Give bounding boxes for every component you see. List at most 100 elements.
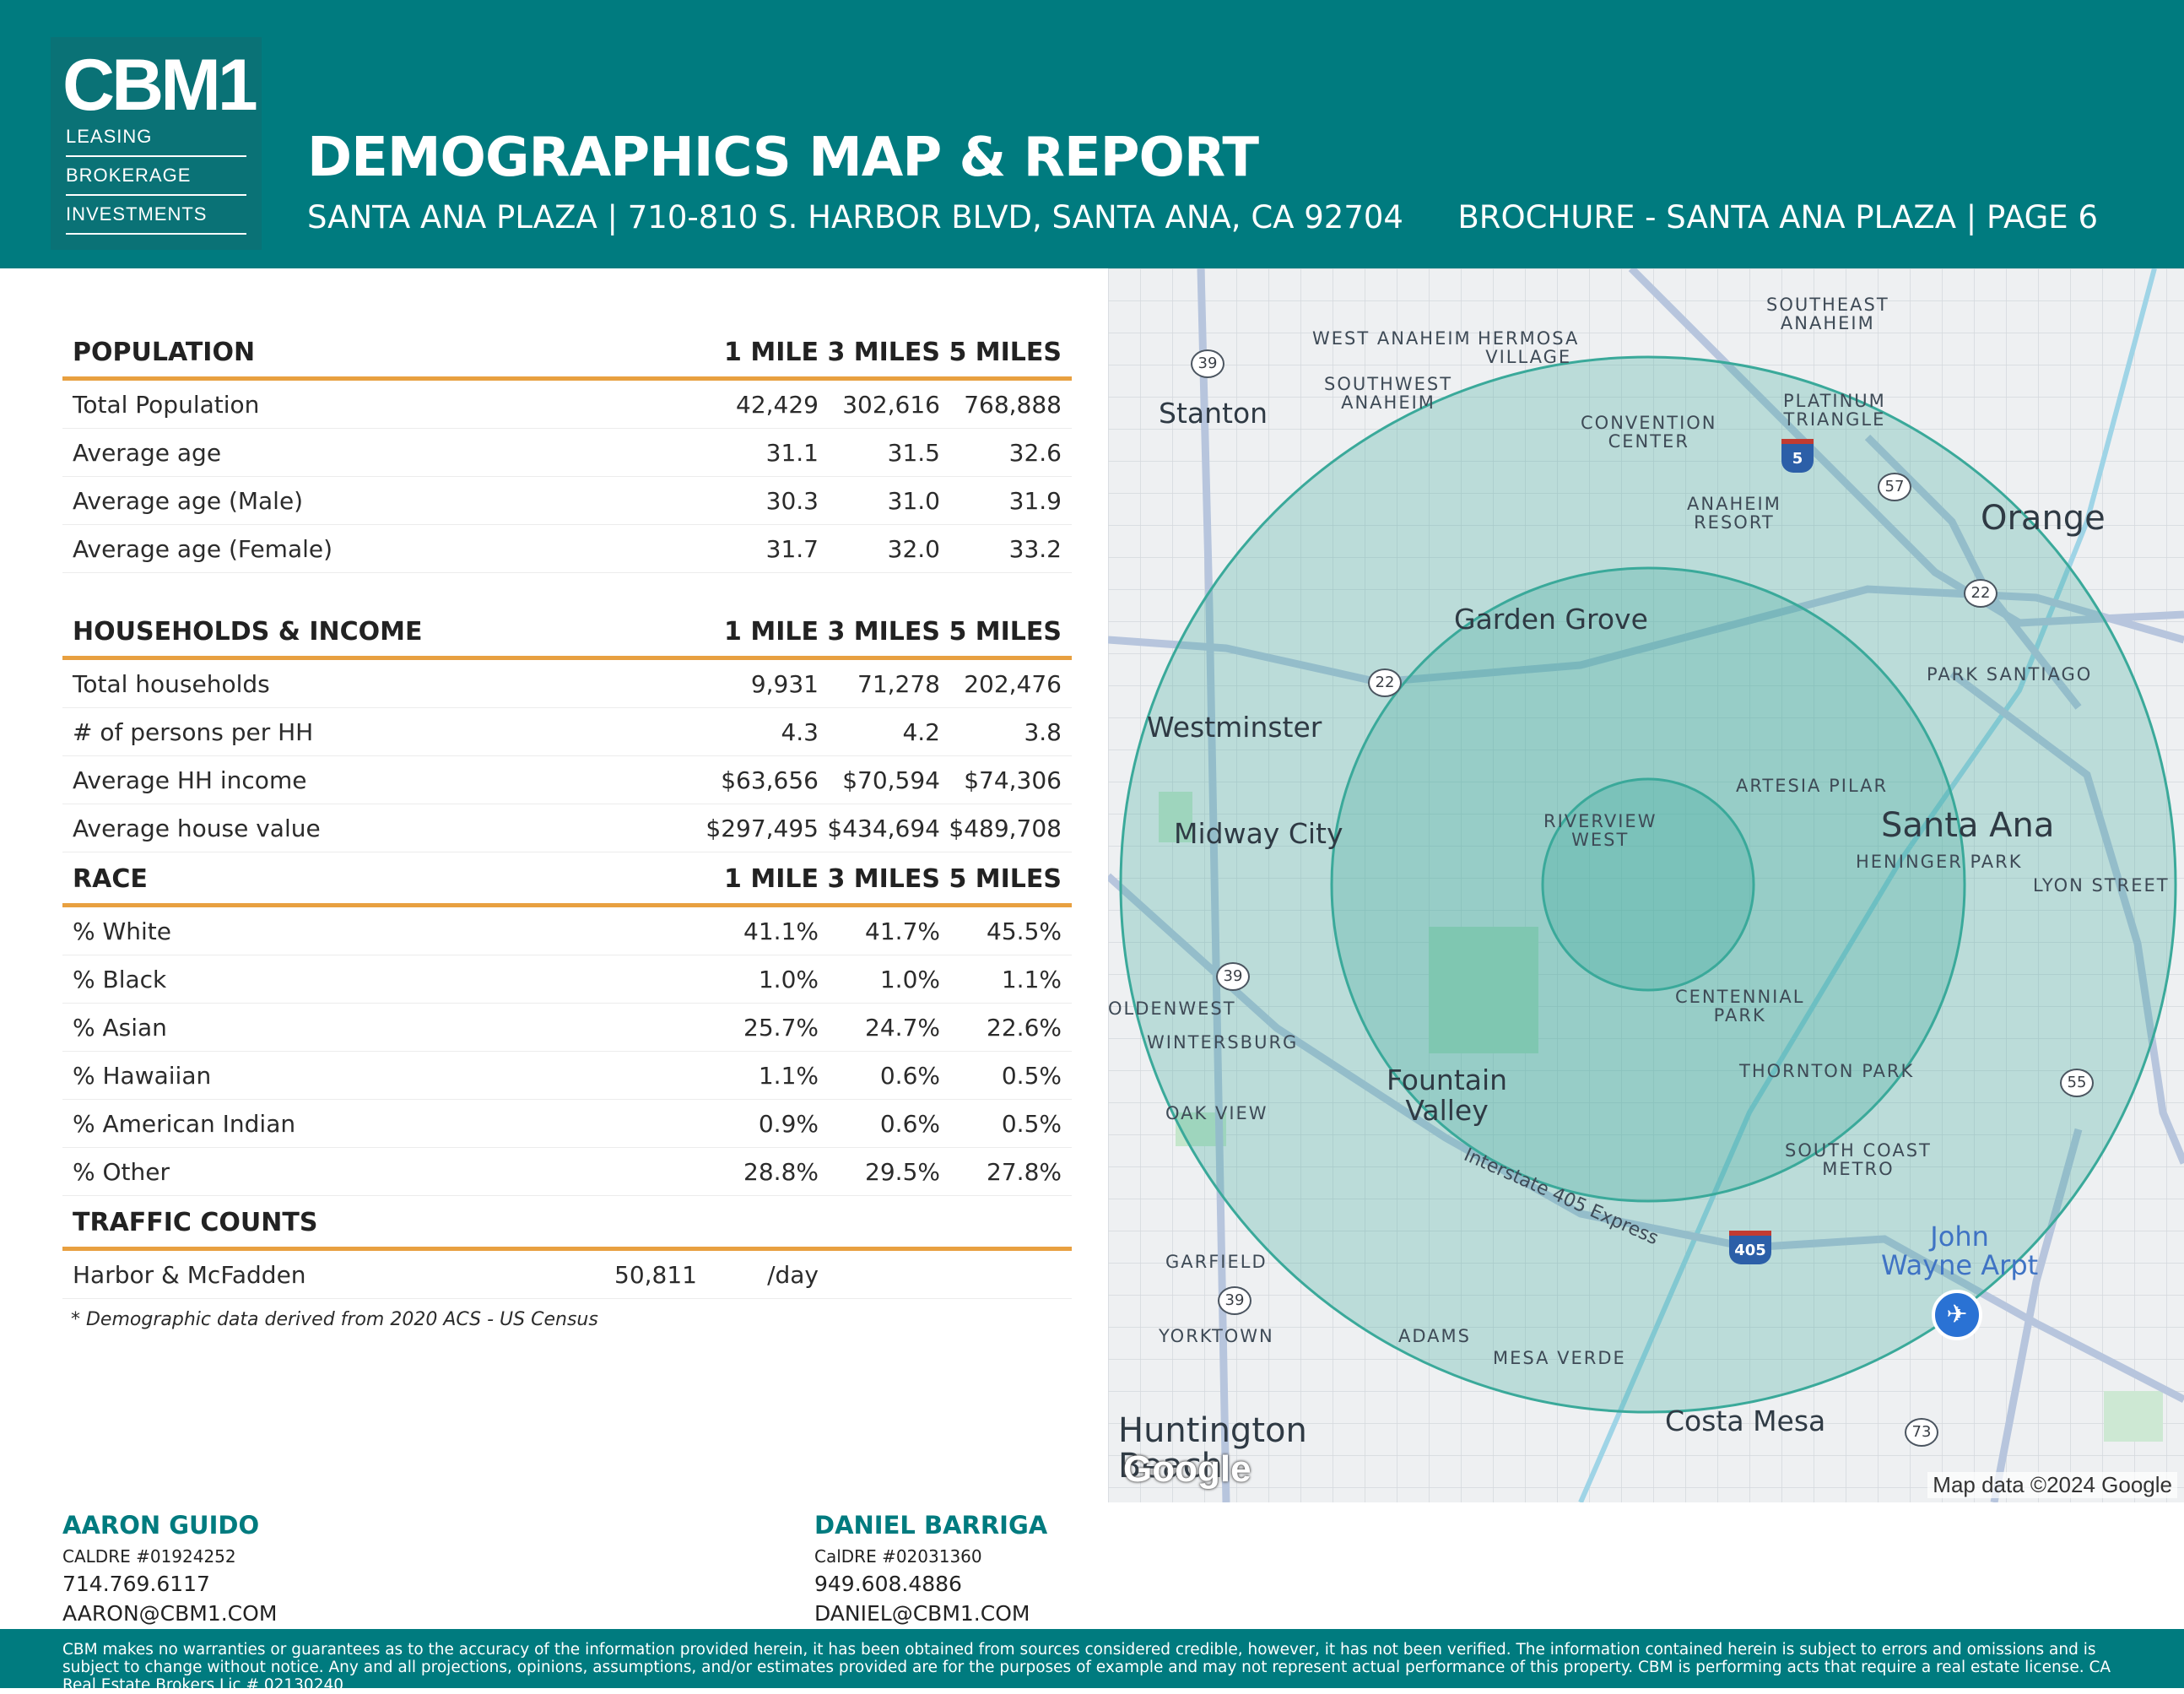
ring-1-mile bbox=[1541, 777, 1755, 992]
table-row: Average age (Female) 31.7 32.0 33.2 bbox=[62, 525, 1072, 573]
traffic-count: 50,811 bbox=[614, 1261, 697, 1289]
logo-item-investments: INVESTMENTS bbox=[66, 196, 246, 235]
contact-phone[interactable]: 949.608.4886 bbox=[814, 1572, 962, 1596]
demographics-map[interactable]: WEST ANAHEIM HERMOSA VILLAGE SOUTHEAST A… bbox=[1108, 268, 2184, 1502]
cell-3-miles: 41.7% bbox=[865, 917, 940, 945]
table-row: Total Population 42,429 302,616 768,888 bbox=[62, 381, 1072, 429]
area-label: OLDENWEST bbox=[1108, 999, 1236, 1019]
city-label: Westminster bbox=[1147, 711, 1322, 744]
cell-1-mile: 1.1% bbox=[758, 1062, 819, 1090]
cell-1-mile: $297,495 bbox=[705, 815, 819, 842]
cbm1-logo: CBM1 LEASING BROKERAGE INVESTMENTS bbox=[51, 37, 262, 250]
area-label: WINTERSBURG bbox=[1147, 1032, 1299, 1053]
contact-email[interactable]: AARON@CBM1.COM bbox=[62, 1601, 278, 1626]
col-3-miles: 3 MILES bbox=[827, 864, 940, 894]
demographics-tables: POPULATION 1 MILE 3 MILES 5 MILES Total … bbox=[62, 319, 1072, 1330]
row-label: Total Population bbox=[73, 391, 260, 419]
row-label: Average age (Female) bbox=[73, 535, 333, 563]
map-canvas bbox=[1108, 268, 2184, 1502]
area-label: SOUTHEAST ANAHEIM bbox=[1766, 295, 1889, 333]
contact-email[interactable]: DANIEL@CBM1.COM bbox=[814, 1601, 1030, 1626]
city-label: Garden Grove bbox=[1454, 603, 1648, 636]
google-logo: Google bbox=[1123, 1448, 1251, 1490]
contact-phone[interactable]: 714.769.6117 bbox=[62, 1572, 210, 1596]
cell-3-miles: 0.6% bbox=[879, 1062, 940, 1090]
property-address: SANTA ANA PLAZA | 710-810 S. HARBOR BLVD… bbox=[307, 199, 1403, 235]
row-label: Harbor & McFadden bbox=[73, 1261, 306, 1289]
table-row: # of persons per HH 4.3 4.2 3.8 bbox=[62, 708, 1072, 756]
row-label: % Hawaiian bbox=[73, 1062, 212, 1090]
col-5-miles: 5 MILES bbox=[949, 864, 1062, 894]
cell-5-miles: 27.8% bbox=[987, 1158, 1062, 1186]
table-row: Average age 31.1 31.5 32.6 bbox=[62, 429, 1072, 477]
table-row: Average HH income $63,656 $70,594 $74,306 bbox=[62, 756, 1072, 804]
row-label: % American Indian bbox=[73, 1110, 296, 1138]
route-shield: 39 bbox=[1216, 962, 1250, 991]
cell-3-miles: $70,594 bbox=[842, 766, 940, 794]
cell-3-miles: 1.0% bbox=[879, 966, 940, 993]
row-label: # of persons per HH bbox=[73, 718, 314, 746]
table-row: % Other 28.8% 29.5% 27.8% bbox=[62, 1148, 1072, 1196]
page-title: DEMOGRAPHICS MAP & REPORT bbox=[307, 127, 1259, 189]
city-label: Costa Mesa bbox=[1665, 1404, 1826, 1437]
section-heading: HOUSEHOLDS & INCOME bbox=[73, 617, 423, 647]
cell-5-miles: $489,708 bbox=[949, 815, 1062, 842]
cell-5-miles: 33.2 bbox=[1008, 535, 1062, 563]
contact-name: AARON GUIDO bbox=[62, 1511, 260, 1540]
city-label: Santa Ana bbox=[1881, 806, 2055, 845]
area-label: SOUTH COAST METRO bbox=[1785, 1140, 1932, 1179]
population-header: POPULATION 1 MILE 3 MILES 5 MILES bbox=[62, 319, 1072, 381]
area-label: HENINGER PARK bbox=[1856, 852, 2023, 872]
row-label: % Other bbox=[73, 1158, 170, 1186]
traffic-header: TRAFFIC COUNTS bbox=[62, 1196, 1072, 1251]
logo-item-brokerage: BROKERAGE bbox=[66, 157, 246, 196]
cell-1-mile: 31.7 bbox=[765, 535, 819, 563]
area-label: HERMOSA VILLAGE bbox=[1478, 328, 1580, 367]
cell-1-mile: $63,656 bbox=[721, 766, 819, 794]
row-label: % Asian bbox=[73, 1014, 167, 1042]
route-shield: 39 bbox=[1191, 349, 1224, 378]
cell-5-miles: 32.6 bbox=[1008, 439, 1062, 467]
col-1-mile: 1 MILE bbox=[724, 617, 819, 647]
col-5-miles: 5 MILES bbox=[949, 338, 1062, 367]
cell-5-miles: 22.6% bbox=[987, 1014, 1062, 1042]
contact-license: CalDRE #02031360 bbox=[814, 1546, 982, 1567]
row-label: Average age bbox=[73, 439, 222, 467]
row-label: Average age (Male) bbox=[73, 487, 304, 515]
city-label: Fountain Valley bbox=[1387, 1063, 1508, 1127]
city-label: Huntington Beach bbox=[1118, 1411, 1307, 1486]
ring-5-miles bbox=[1119, 355, 2177, 1414]
route-shield: 22 bbox=[1964, 579, 1997, 608]
cell-1-mile: 4.3 bbox=[781, 718, 819, 746]
table-row: % White 41.1% 41.7% 45.5% bbox=[62, 907, 1072, 955]
area-label: PLATINUM TRIANGLE bbox=[1783, 391, 1886, 430]
page-header: CBM1 LEASING BROKERAGE INVESTMENTS DEMOG… bbox=[0, 0, 2184, 268]
contact-aaron: AARON GUIDO CALDRE #01924252 714.769.611… bbox=[62, 1511, 277, 1626]
cell-1-mile: 42,429 bbox=[736, 391, 819, 419]
area-label: ARTESIA PILAR bbox=[1736, 776, 1889, 796]
contact-license: CALDRE #01924252 bbox=[62, 1546, 236, 1567]
route-shield: 57 bbox=[1878, 473, 1911, 501]
table-row: % American Indian 0.9% 0.6% 0.5% bbox=[62, 1100, 1072, 1148]
city-label: Stanton bbox=[1159, 397, 1268, 430]
households-header: HOUSEHOLDS & INCOME 1 MILE 3 MILES 5 MIL… bbox=[62, 598, 1072, 660]
col-1-mile: 1 MILE bbox=[724, 338, 819, 367]
area-label: CONVENTION CENTER bbox=[1581, 413, 1717, 452]
table-row: % Asian 25.7% 24.7% 22.6% bbox=[62, 1004, 1072, 1052]
cell-3-miles: 32.0 bbox=[887, 535, 940, 563]
area-label: YORKTOWN bbox=[1159, 1326, 1274, 1346]
cell-5-miles: 768,888 bbox=[964, 391, 1062, 419]
table-row: % Hawaiian 1.1% 0.6% 0.5% bbox=[62, 1052, 1072, 1100]
contact-name: DANIEL BARRIGA bbox=[814, 1511, 1048, 1540]
row-label: Average house value bbox=[73, 815, 321, 842]
cell-3-miles: 31.5 bbox=[887, 439, 940, 467]
cell-5-miles: 0.5% bbox=[1001, 1110, 1062, 1138]
area-label: THORNTON PARK bbox=[1739, 1061, 1915, 1081]
cell-5-miles: 3.8 bbox=[1024, 718, 1062, 746]
map-attribution[interactable]: Map data ©2024 Google bbox=[1927, 1472, 2177, 1498]
logo-item-leasing: LEASING bbox=[66, 118, 246, 157]
cell-1-mile: 1.0% bbox=[758, 966, 819, 993]
cell-5-miles: 1.1% bbox=[1001, 966, 1062, 993]
row-label: % White bbox=[73, 917, 171, 945]
col-5-miles: 5 MILES bbox=[949, 617, 1062, 647]
